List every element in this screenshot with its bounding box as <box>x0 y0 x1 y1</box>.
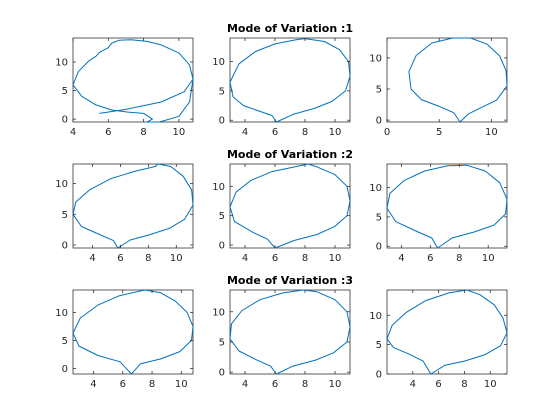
x-tick-label: 10 <box>329 253 342 264</box>
subplot-title: Mode of Variation :2 <box>227 148 353 161</box>
y-tick-label: 5 <box>62 336 68 347</box>
subplot-1: 4 6 8 10 0 5 10 <box>55 37 194 138</box>
y-tick-label: 0 <box>376 242 382 253</box>
x-tick-label: 4 <box>242 379 248 390</box>
axes-box <box>229 37 351 123</box>
x-tick-label: 6 <box>272 253 278 264</box>
y-tick-label: 5 <box>219 211 225 222</box>
y-tick-label: 10 <box>369 183 382 194</box>
x-tick-label: 10 <box>175 379 188 390</box>
x-tick-label: 10 <box>484 379 497 390</box>
x-tick-label: 10 <box>482 253 495 264</box>
y-tick-label: 5 <box>376 340 382 351</box>
x-tick-label: 8 <box>302 127 308 138</box>
subplot-2: 4 6 8 10 0 5 10 Mode of Variation :1 <box>212 22 353 138</box>
y-tick-label: 5 <box>219 86 225 97</box>
series-line <box>72 39 194 123</box>
series-line <box>386 289 508 375</box>
y-tick-label: 0 <box>219 368 225 379</box>
x-tick-label: 4 <box>410 379 416 390</box>
subplot-title: Mode of Variation :3 <box>227 274 353 287</box>
series-line <box>408 37 508 123</box>
y-tick-label: 10 <box>55 58 68 69</box>
y-tick-label: 10 <box>212 57 225 68</box>
y-tick-label: 5 <box>62 86 68 97</box>
subplot-6: 4 6 8 10 0 5 10 <box>369 163 508 264</box>
y-tick-label: 0 <box>219 116 225 127</box>
subplot-5: 4 6 8 10 0 5 10 Mode of Variation :2 <box>212 148 353 264</box>
y-tick-label: 5 <box>62 210 68 221</box>
x-tick-label: 5 <box>436 127 442 138</box>
x-tick-label: 4 <box>89 253 95 264</box>
y-tick-label: 5 <box>219 337 225 348</box>
subplot-7: 4 6 8 10 0 5 10 <box>55 289 194 390</box>
x-tick-label: 6 <box>435 379 441 390</box>
series-line <box>72 289 194 375</box>
series-line <box>229 163 351 249</box>
subplot-4: 4 6 8 10 0 5 10 <box>55 163 194 264</box>
x-tick-label: 8 <box>461 379 467 390</box>
y-tick-label: 10 <box>55 308 68 319</box>
axes-box <box>72 289 194 375</box>
x-tick-label: 10 <box>173 127 186 138</box>
y-tick-label: 0 <box>376 370 382 381</box>
subplot-9: 4 6 8 10 0 5 10 <box>369 289 508 390</box>
series-line <box>386 164 508 249</box>
subplot-title: Mode of Variation :1 <box>227 22 353 35</box>
x-tick-label: 6 <box>120 379 126 390</box>
y-tick-label: 0 <box>62 240 68 251</box>
x-tick-label: 6 <box>105 127 111 138</box>
x-tick-label: 6 <box>117 253 123 264</box>
y-tick-label: 5 <box>376 212 382 223</box>
x-tick-label: 8 <box>140 127 146 138</box>
x-tick-label: 6 <box>272 379 278 390</box>
x-tick-label: 4 <box>90 379 96 390</box>
series-line <box>72 163 194 249</box>
x-tick-label: 10 <box>329 127 342 138</box>
subplot-3: 0 5 10 0 5 10 <box>369 37 508 138</box>
y-tick-label: 10 <box>212 182 225 193</box>
subplot-8: 4 6 8 10 0 5 10 Mode of Variation :3 <box>212 274 353 390</box>
x-tick-label: 6 <box>427 253 433 264</box>
x-tick-label: 8 <box>302 379 308 390</box>
x-tick-label: 10 <box>485 127 498 138</box>
axes-box <box>72 163 194 249</box>
y-tick-label: 5 <box>376 85 382 96</box>
y-tick-label: 0 <box>376 116 382 127</box>
x-tick-label: 4 <box>242 127 248 138</box>
axes-box <box>229 163 351 249</box>
x-tick-label: 8 <box>302 253 308 264</box>
series-line <box>229 38 351 123</box>
x-tick-label: 8 <box>149 379 155 390</box>
x-tick-label: 10 <box>329 379 342 390</box>
axes-box <box>386 163 508 249</box>
y-tick-label: 10 <box>212 307 225 318</box>
x-tick-label: 6 <box>272 127 278 138</box>
axes-box <box>229 289 351 375</box>
x-tick-label: 4 <box>70 127 76 138</box>
x-tick-label: 0 <box>384 127 390 138</box>
y-tick-label: 0 <box>62 364 68 375</box>
y-tick-label: 0 <box>62 115 68 126</box>
x-tick-label: 8 <box>456 253 462 264</box>
series-line <box>229 289 351 375</box>
y-tick-label: 10 <box>369 53 382 64</box>
y-tick-label: 10 <box>55 179 68 190</box>
axes-box <box>386 289 508 375</box>
x-tick-label: 4 <box>242 253 248 264</box>
y-tick-label: 10 <box>369 311 382 322</box>
y-tick-label: 0 <box>219 241 225 252</box>
x-tick-label: 8 <box>145 253 151 264</box>
x-tick-label: 4 <box>398 253 404 264</box>
x-tick-label: 10 <box>170 253 183 264</box>
